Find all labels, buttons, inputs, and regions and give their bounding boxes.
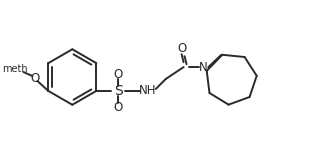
Text: meth: meth	[2, 64, 27, 74]
Text: NH: NH	[139, 84, 157, 97]
Text: O: O	[177, 42, 186, 55]
Text: N: N	[199, 61, 208, 74]
Text: O: O	[114, 68, 123, 81]
Text: S: S	[114, 84, 122, 98]
Text: O: O	[30, 72, 39, 85]
Text: O: O	[114, 101, 123, 114]
